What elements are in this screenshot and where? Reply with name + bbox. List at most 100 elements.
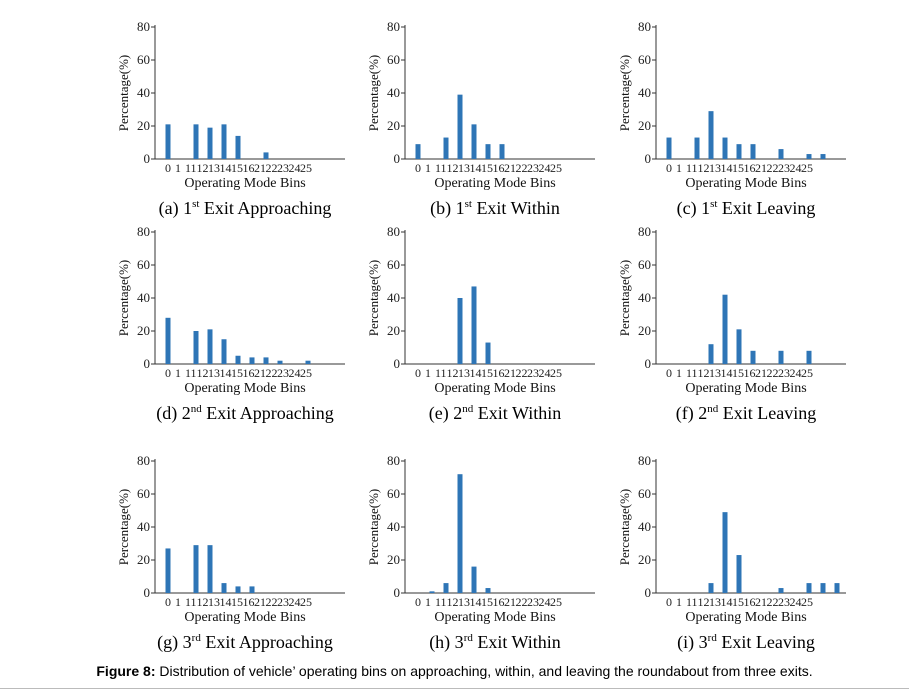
bar-12 <box>708 111 714 159</box>
bar-14 <box>485 144 491 159</box>
x-tick-label: 16 <box>243 595 255 609</box>
y-tick-label: 80 <box>387 224 400 239</box>
y-tick-label: 40 <box>638 290 651 305</box>
x-tick-label: 0 <box>165 366 171 380</box>
x-tick-label: 0 <box>666 366 672 380</box>
panel-title-suffix: Exit Leaving <box>718 403 816 423</box>
x-tick-label: 25 <box>300 595 312 609</box>
y-tick-label: 40 <box>638 519 651 534</box>
y-tick-label: 0 <box>645 356 652 371</box>
x-axis-label: Operating Mode Bins <box>184 176 305 191</box>
x-tick-label: 14 <box>220 595 232 609</box>
y-axis-label: Percentage(%) <box>366 55 381 132</box>
x-tick-label: 11 <box>686 161 698 175</box>
y-tick-label: 60 <box>638 257 651 272</box>
bar-24 <box>820 154 826 159</box>
x-axis-label: Operating Mode Bins <box>184 381 305 396</box>
panel-title-sup: rd <box>708 632 718 644</box>
y-tick-label: 20 <box>137 552 150 567</box>
y-axis-label: Percentage(%) <box>617 489 632 566</box>
bar-15 <box>750 144 756 159</box>
panel-title: (h) 3rd Exit Within <box>429 632 561 653</box>
x-tick-label: 1 <box>425 366 431 380</box>
x-tick-label: 11 <box>185 595 197 609</box>
x-tick-label: 24 <box>539 366 551 380</box>
y-tick-label: 20 <box>638 118 651 133</box>
x-tick-label: 25 <box>801 366 813 380</box>
panel-title-suffix: Exit Approaching <box>202 403 334 423</box>
x-tick-label: 15 <box>481 161 493 175</box>
x-tick-labels: 0 1 11 12 13 14 15 16 21 22 23 24 25 <box>415 595 562 609</box>
bar-12 <box>457 94 463 159</box>
y-tick-label: 0 <box>144 151 151 166</box>
x-axis-label: Operating Mode Bins <box>434 610 555 625</box>
bar-13 <box>471 566 477 593</box>
x-tick-label: 22 <box>767 366 779 380</box>
caption-label: Figure 8: <box>96 663 156 679</box>
x-tick-label: 22 <box>516 366 528 380</box>
panel-title: (b) 1st Exit Within <box>430 198 560 219</box>
panel-title-prefix: (i) 3 <box>677 632 708 653</box>
x-tick-label: 24 <box>539 161 551 175</box>
x-tick-labels: 0 1 11 12 13 14 15 16 21 22 23 24 25 <box>666 161 813 175</box>
x-tick-label: 14 <box>470 595 482 609</box>
panel-title-sup: st <box>192 198 199 210</box>
x-tick-label: 13 <box>709 366 721 380</box>
x-tick-label: 23 <box>527 161 539 175</box>
y-axis-label: Percentage(%) <box>116 489 131 566</box>
x-tick-label: 16 <box>744 161 756 175</box>
y-tick-label: 80 <box>638 224 651 239</box>
y-tick-label: 80 <box>137 453 150 468</box>
x-tick-labels: 0 1 11 12 13 14 15 16 21 22 23 24 25 <box>415 366 562 380</box>
panel-title-sup: rd <box>192 632 202 644</box>
x-axis-label: Operating Mode Bins <box>685 610 806 625</box>
x-tick-label: 22 <box>767 161 779 175</box>
x-axis-label: Operating Mode Bins <box>685 176 806 191</box>
x-tick-label: 15 <box>732 366 744 380</box>
y-tick-label: 0 <box>144 585 151 600</box>
x-tick-label: 14 <box>220 161 232 175</box>
y-tick-label: 0 <box>394 585 401 600</box>
x-tick-label: 14 <box>220 366 232 380</box>
x-tick-label: 23 <box>778 366 790 380</box>
bar-11 <box>694 137 700 159</box>
x-tick-label: 25 <box>550 595 562 609</box>
x-tick-label: 1 <box>175 595 181 609</box>
bar-23 <box>806 154 812 159</box>
x-tick-label: 14 <box>721 161 733 175</box>
x-tick-label: 13 <box>208 595 220 609</box>
bar-14 <box>235 586 241 593</box>
panel-title: (e) 2nd Exit Within <box>429 403 561 424</box>
bar-11 <box>193 545 199 593</box>
bar-14 <box>235 135 241 159</box>
bar-15 <box>249 357 255 364</box>
y-tick-label: 20 <box>638 323 651 338</box>
x-tick-label: 21 <box>504 366 516 380</box>
bar-13 <box>471 124 477 159</box>
x-tick-label: 24 <box>790 366 802 380</box>
bar-14 <box>736 555 742 593</box>
x-tick-labels: 0 1 11 12 13 14 15 16 21 22 23 24 25 <box>165 366 312 380</box>
x-tick-label: 22 <box>266 595 278 609</box>
panel-title-prefix: (d) 2 <box>156 403 191 424</box>
panel-title: (a) 1st Exit Approaching <box>159 198 332 219</box>
bar-12 <box>207 329 213 364</box>
y-tick-label: 80 <box>387 19 400 34</box>
bar-14 <box>235 355 241 364</box>
bottom-rule <box>0 688 909 689</box>
x-tick-label: 25 <box>300 366 312 380</box>
panel-title-suffix: Exit Leaving <box>717 632 815 652</box>
x-tick-label: 16 <box>493 595 505 609</box>
x-tick-label: 21 <box>755 366 767 380</box>
bar-14 <box>485 342 491 364</box>
x-tick-label: 0 <box>666 161 672 175</box>
panel-title-suffix: Exit Leaving <box>717 198 815 218</box>
y-tick-label: 20 <box>137 323 150 338</box>
x-tick-label: 13 <box>208 366 220 380</box>
y-tick-label: 40 <box>137 85 150 100</box>
bar-13 <box>722 512 728 593</box>
bar-23 <box>806 583 812 593</box>
